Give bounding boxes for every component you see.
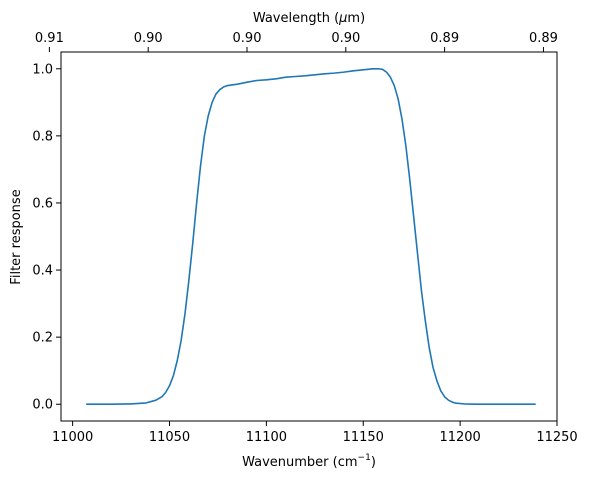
top-x-axis: 0.91 0.90 0.90 0.90 0.89 0.89 [35, 31, 558, 52]
filter-response-line [86, 67, 536, 406]
y-tick-label: 0.8 [32, 129, 53, 144]
y-axis-label: Filter response [9, 189, 24, 284]
x-tick-label: 11000 [52, 430, 93, 445]
top-tick-label: 0.89 [430, 31, 459, 46]
top-tick-label: 0.90 [331, 31, 360, 46]
top-tick-label: 0.90 [233, 31, 262, 46]
x-tick-label: 11100 [246, 430, 287, 445]
plot-area [60, 51, 558, 422]
x-tick-label: 11150 [343, 430, 384, 445]
x-tick-label: 11250 [536, 430, 577, 445]
top-tick-label: 0.91 [35, 31, 64, 46]
top-tick-label: 0.90 [134, 31, 163, 46]
top-tick-label: 0.89 [529, 31, 558, 46]
y-tick-label: 0.2 [32, 331, 53, 346]
x-tick-label: 11200 [439, 430, 480, 445]
y-tick-label: 1.0 [32, 62, 53, 77]
y-tick-label: 0.4 [32, 264, 53, 279]
y-axis: 0.0 0.2 0.4 0.6 0.8 1.0 [32, 62, 61, 413]
x-tick-label: 11050 [149, 430, 190, 445]
top-x-axis-label: Wavelength (μm) [253, 11, 365, 26]
x-axis-label: Wavenumber (cm−1) [242, 453, 376, 470]
bottom-x-axis: 11000 11050 11100 11150 11200 11250 [52, 421, 578, 445]
y-tick-label: 0.0 [32, 398, 53, 413]
plot-frame [60, 51, 558, 422]
y-tick-label: 0.6 [32, 196, 53, 211]
